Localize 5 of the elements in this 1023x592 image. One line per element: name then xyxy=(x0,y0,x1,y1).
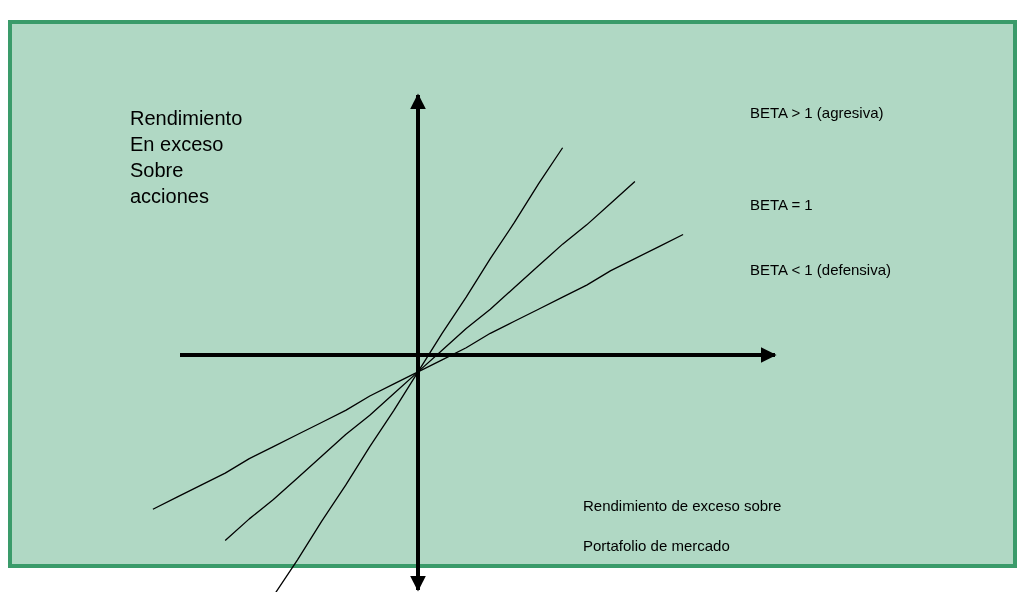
text: BETA = 1 xyxy=(750,196,813,213)
text: Rendimiento de exceso sobre Portafolio de mercado xyxy=(583,497,782,554)
text: BETA < 1 (defensiva) xyxy=(750,261,892,278)
text: BETA > 1 (agresiva) xyxy=(750,104,884,121)
y-axis-title: Rendimiento En exceso Sobre acciones xyxy=(130,107,243,207)
